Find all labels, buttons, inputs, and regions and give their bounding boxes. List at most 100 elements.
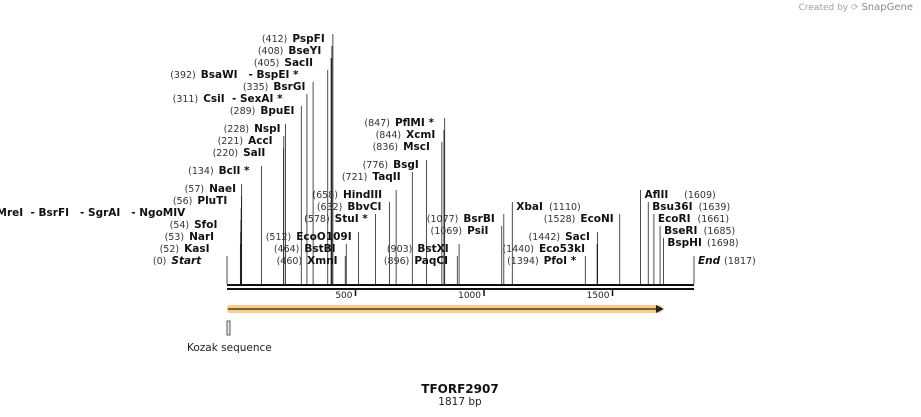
site-position: (0) — [153, 256, 166, 267]
site-name[interactable]: NaeI — [209, 183, 236, 195]
site-name[interactable]: PluTI — [197, 195, 227, 207]
site-position: (632) — [317, 202, 343, 213]
site-position: (896) — [384, 256, 410, 267]
sequence-title: TFORF2907 — [421, 382, 498, 396]
site-labels: Start (0) KasI (52) NarI (53) SfoI (54)MreI - B… — [0, 33, 756, 267]
site-position: (1685) — [704, 226, 736, 237]
site-name[interactable]: BseRI — [664, 225, 697, 237]
site-name[interactable]: PsiI — [467, 225, 488, 237]
site-position: (289) — [230, 106, 256, 117]
site-name[interactable]: XmnI — [307, 255, 337, 267]
site-name[interactable]: BpuEI — [260, 105, 294, 117]
site-name[interactable]: KasI — [184, 243, 209, 255]
site-position: (392) — [170, 70, 196, 81]
site-position: (847) — [364, 118, 390, 129]
site-position: (658) — [312, 190, 338, 201]
site-position: (1069) — [431, 226, 463, 237]
site-name[interactable]: CsiI - SexAI * — [203, 93, 283, 105]
site-position: (221) — [218, 136, 244, 147]
site-position: (1110) — [549, 202, 581, 213]
site-name[interactable]: NspI — [254, 123, 280, 135]
site-position: (512) — [266, 232, 292, 243]
site-name[interactable]: NarI — [189, 231, 214, 243]
ruler-tick-label: 1500 — [587, 291, 610, 301]
site-position: (335) — [243, 82, 269, 93]
site-position: (460) — [277, 256, 303, 267]
watermark-brand: SnapGene — [861, 2, 913, 13]
site-name[interactable]: MreI - BsrFI - SgrAI - NgoMIV — [0, 207, 186, 219]
site-position: (228) — [224, 124, 250, 135]
site-name[interactable]: Eco53kI — [539, 243, 585, 255]
site-position: (56) — [173, 196, 193, 207]
site-lines — [226, 34, 695, 284]
site-position: (220) — [213, 148, 239, 159]
site-position: (903) — [387, 244, 413, 255]
site-name[interactable]: AflII — [645, 189, 669, 201]
site-name[interactable]: BseYI — [288, 45, 321, 57]
site-position: (578) — [304, 214, 330, 225]
site-name[interactable]: EcoNI — [580, 213, 613, 225]
kozak-feature[interactable] — [226, 320, 231, 336]
site-name[interactable]: Start — [171, 255, 202, 267]
site-position: (311) — [173, 94, 199, 105]
site-position: (1698) — [707, 238, 739, 249]
site-position: (52) — [160, 244, 180, 255]
site-name[interactable]: MscI — [403, 141, 430, 153]
site-position: (721) — [342, 172, 368, 183]
site-position: (54) — [170, 220, 190, 231]
features[interactable]: Kozak sequence — [187, 305, 664, 354]
site-name[interactable]: HindIII — [343, 189, 382, 201]
orf-arrow[interactable] — [227, 305, 664, 313]
site-name[interactable]: SacII — [284, 57, 313, 69]
sequence-length: 1817 bp — [438, 396, 482, 408]
site-position: (412) — [262, 34, 288, 45]
site-position: (464) — [274, 244, 300, 255]
site-name[interactable]: BstBI — [304, 243, 335, 255]
site-name[interactable]: BspHI — [667, 237, 701, 249]
site-name[interactable]: XcmI — [406, 129, 435, 141]
site-name[interactable]: BsrGI — [273, 81, 305, 93]
site-position: (57) — [185, 184, 205, 195]
site-position: (1639) — [699, 202, 731, 213]
site-position: (836) — [373, 142, 399, 153]
site-name[interactable]: BstXI — [417, 243, 448, 255]
ruler: 500 1000 1500 — [335, 290, 614, 301]
site-name[interactable]: BclI * — [219, 165, 250, 177]
site-position: (1609) — [684, 190, 716, 201]
site-position: (134) — [188, 166, 214, 177]
site-position: (1817) — [724, 256, 756, 267]
ruler-tick-label: 1000 — [458, 291, 481, 301]
site-name[interactable]: PspFI — [292, 33, 324, 45]
site-name[interactable]: PflMI * — [395, 117, 434, 129]
site-name[interactable]: Bsu36I — [652, 201, 692, 213]
site-name[interactable]: BsgI — [393, 159, 419, 171]
watermark-prefix: Created by — [798, 3, 849, 13]
site-name[interactable]: EcoO109I — [296, 231, 351, 243]
site-position: (53) — [165, 232, 185, 243]
site-name[interactable]: End — [698, 255, 721, 267]
site-position: (1661) — [698, 214, 730, 225]
site-name[interactable]: BsaWI - BspEI * — [201, 69, 299, 81]
site-name[interactable]: BbvCI — [347, 201, 381, 213]
site-position: (1442) — [529, 232, 561, 243]
site-name[interactable]: XbaI — [516, 201, 543, 213]
site-position: (408) — [258, 46, 284, 57]
site-position: (844) — [376, 130, 402, 141]
site-position: (776) — [363, 160, 389, 171]
site-name[interactable]: SacI — [565, 231, 590, 243]
site-position: (1077) — [427, 214, 459, 225]
site-name[interactable]: StuI * — [335, 213, 369, 225]
site-name[interactable]: TaqII — [372, 171, 400, 183]
site-name[interactable]: SfoI — [194, 219, 217, 231]
site-name[interactable]: PfoI * — [544, 255, 577, 267]
site-name[interactable]: BsrBI — [463, 213, 494, 225]
snapgene-logo-icon: ⟳ — [851, 3, 859, 13]
site-name[interactable]: EcoRI — [658, 213, 691, 225]
feature-label: Kozak sequence — [187, 342, 272, 354]
site-name[interactable]: PaqCI — [414, 255, 448, 267]
dna-backbone — [227, 284, 694, 290]
site-name[interactable]: SalI — [243, 147, 265, 159]
ruler-tick-label: 500 — [335, 291, 352, 301]
site-name[interactable]: AccI — [248, 135, 272, 147]
